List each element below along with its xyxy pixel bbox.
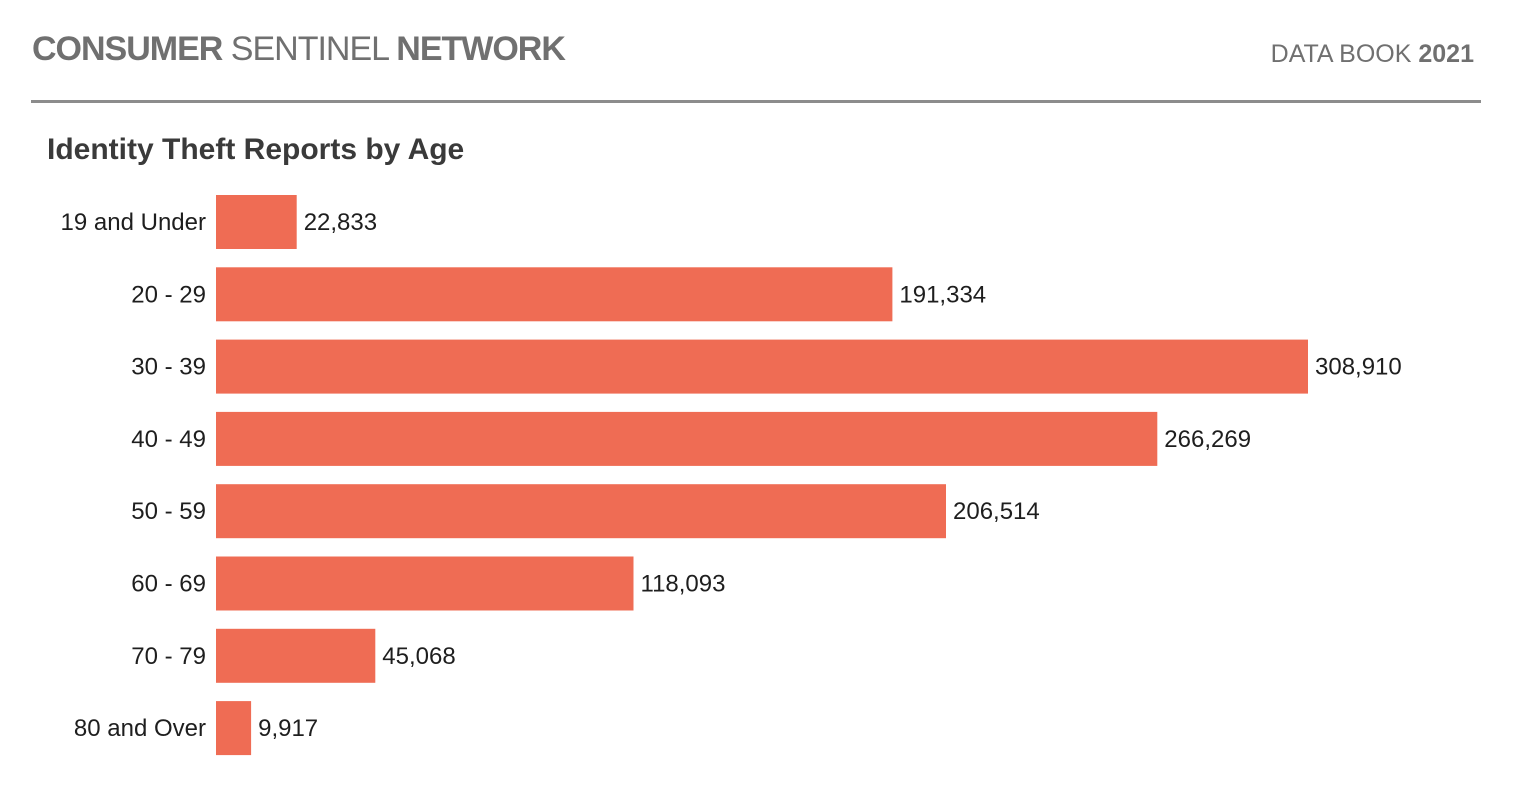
category-label-0: 19 and Under [61, 209, 206, 236]
bar-4 [216, 484, 946, 539]
data-book-text: DATA BOOK [1270, 40, 1412, 68]
data-book-year: 2021 [1418, 40, 1474, 68]
value-label-4: 206,514 [953, 498, 1040, 525]
category-label-3: 40 - 49 [131, 426, 206, 453]
brand-word-network: NETWORK [396, 30, 566, 68]
bar-5 [216, 556, 634, 611]
header-divider [31, 100, 1481, 103]
chart-title: Identity Theft Reports by Age [47, 133, 465, 166]
value-label-2: 308,910 [1315, 354, 1402, 381]
bar-0 [216, 195, 297, 249]
category-label-5: 60 - 69 [131, 571, 206, 598]
category-label-2: 30 - 39 [131, 354, 206, 381]
category-label-1: 20 - 29 [131, 281, 206, 308]
value-label-1: 191,334 [899, 281, 986, 308]
category-label-6: 70 - 79 [131, 643, 206, 670]
category-label-4: 50 - 59 [131, 498, 206, 525]
bar-2 [216, 339, 1308, 394]
bar-7 [216, 701, 252, 756]
data-book-label: DATA BOOK 2021 [1271, 40, 1474, 69]
value-label-7: 9,917 [258, 715, 318, 742]
value-label-3: 266,269 [1164, 426, 1251, 453]
publication-title: CONSUMER SENTINEL NETWORK [32, 30, 566, 69]
category-label-7: 80 and Over [74, 715, 206, 742]
value-label-6: 45,068 [382, 643, 455, 670]
value-label-5: 118,093 [641, 571, 726, 598]
bar-3 [216, 411, 1158, 466]
value-label-0: 22,833 [304, 209, 377, 236]
bar-1 [216, 267, 893, 322]
brand-word-consumer: CONSUMER [32, 30, 223, 68]
bar-6 [216, 628, 376, 683]
brand-word-sentinel: SENTINEL [230, 30, 389, 68]
